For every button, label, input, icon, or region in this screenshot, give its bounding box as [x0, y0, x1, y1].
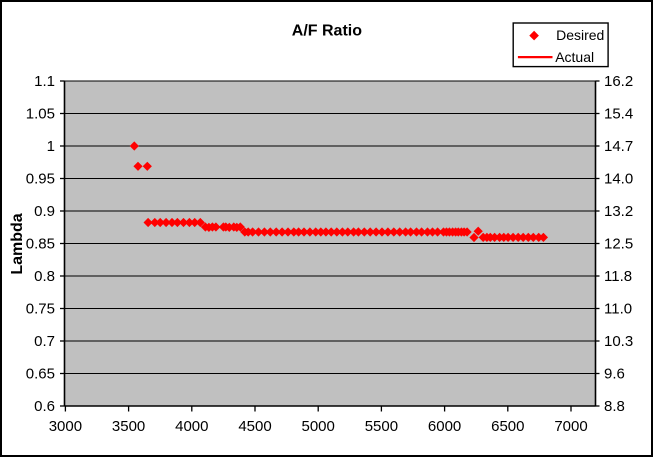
svg-text:9.6: 9.6 [604, 366, 625, 383]
svg-text:Actual: Actual [555, 49, 594, 65]
svg-text:15.4: 15.4 [604, 106, 633, 123]
svg-text:1: 1 [47, 138, 55, 155]
svg-text:0.8: 0.8 [34, 268, 55, 285]
svg-text:0.95: 0.95 [26, 171, 55, 188]
svg-text:0.6: 0.6 [34, 398, 55, 415]
svg-text:A/F Ratio: A/F Ratio [292, 22, 362, 39]
svg-text:3500: 3500 [112, 418, 145, 435]
svg-text:Desired: Desired [556, 27, 604, 43]
svg-text:1.1: 1.1 [34, 73, 55, 90]
svg-text:10.3: 10.3 [604, 333, 633, 350]
svg-text:5500: 5500 [365, 418, 398, 435]
svg-text:0.9: 0.9 [34, 203, 55, 220]
svg-text:14.7: 14.7 [604, 138, 633, 155]
svg-text:11.8: 11.8 [604, 268, 632, 285]
svg-text:4500: 4500 [238, 418, 271, 435]
svg-text:0.85: 0.85 [26, 236, 55, 253]
svg-text:11.0: 11.0 [604, 301, 632, 318]
svg-text:7000: 7000 [554, 418, 587, 435]
svg-text:3000: 3000 [49, 418, 82, 435]
svg-text:6500: 6500 [491, 418, 524, 435]
svg-text:Lambda: Lambda [9, 213, 26, 274]
svg-text:8.8: 8.8 [604, 398, 625, 415]
svg-text:0.75: 0.75 [26, 301, 55, 318]
svg-text:12.5: 12.5 [604, 236, 633, 253]
svg-text:0.65: 0.65 [26, 366, 55, 383]
svg-text:14.0: 14.0 [604, 171, 633, 188]
svg-text:6000: 6000 [428, 418, 461, 435]
svg-text:4000: 4000 [175, 418, 208, 435]
svg-text:13.2: 13.2 [604, 203, 633, 220]
svg-text:5000: 5000 [302, 418, 335, 435]
svg-text:1.05: 1.05 [26, 106, 55, 123]
svg-text:0.7: 0.7 [34, 333, 55, 350]
svg-text:16.2: 16.2 [604, 73, 633, 90]
